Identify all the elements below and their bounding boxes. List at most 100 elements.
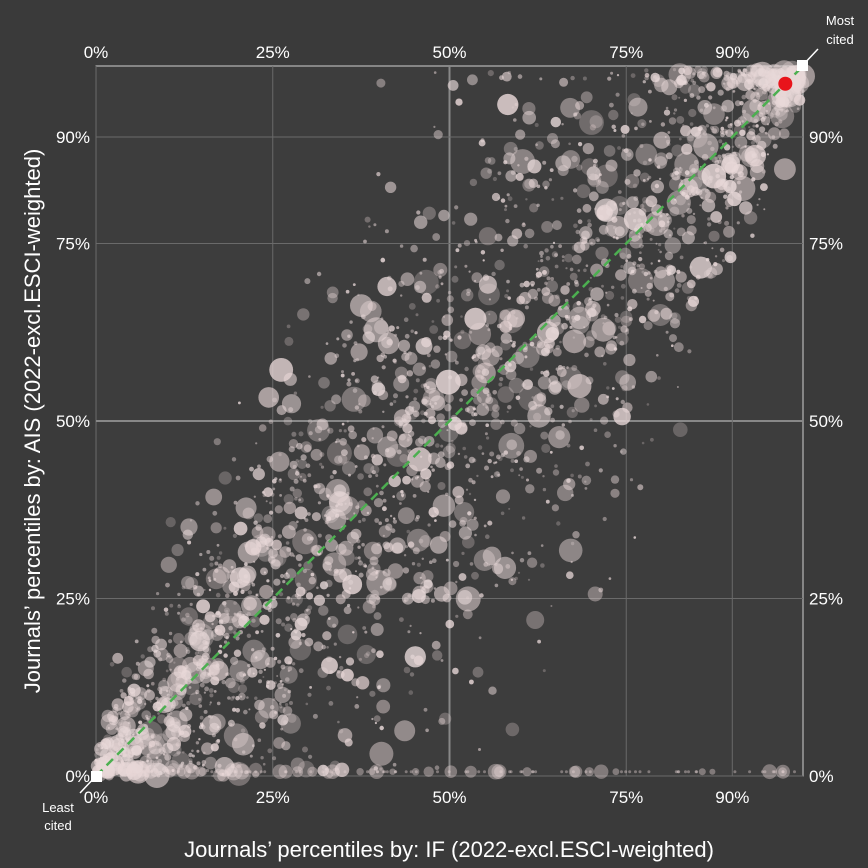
data-point <box>187 768 193 773</box>
data-point <box>297 497 304 504</box>
data-point <box>341 329 353 341</box>
data-point <box>368 225 371 228</box>
data-point <box>358 572 364 578</box>
data-point <box>475 362 496 384</box>
data-point <box>589 382 592 385</box>
data-point <box>262 762 266 766</box>
data-point <box>689 256 712 279</box>
data-point-zero <box>444 765 458 778</box>
data-point <box>483 524 487 528</box>
data-point <box>725 87 730 92</box>
data-point <box>713 262 718 267</box>
data-point <box>616 74 620 77</box>
data-point <box>554 264 559 269</box>
data-point <box>589 382 592 385</box>
data-point <box>270 646 275 651</box>
data-point <box>717 220 722 225</box>
data-point <box>238 565 257 584</box>
data-point <box>478 275 497 294</box>
data-point <box>362 331 375 344</box>
data-point <box>497 93 519 116</box>
data-point <box>376 172 381 177</box>
data-point <box>402 475 411 485</box>
data-point <box>494 583 499 588</box>
data-point <box>212 614 215 618</box>
data-point <box>613 444 617 448</box>
data-point <box>511 228 523 240</box>
data-point <box>271 539 282 551</box>
data-point <box>676 283 682 288</box>
data-point <box>407 447 432 472</box>
data-point <box>480 250 486 255</box>
data-point <box>351 543 354 546</box>
data-point <box>105 722 118 735</box>
data-point <box>515 395 521 401</box>
data-point <box>203 614 219 630</box>
data-point <box>273 681 277 685</box>
data-point <box>202 639 208 645</box>
data-point <box>680 179 683 182</box>
data-point <box>255 593 258 597</box>
data-point <box>320 405 324 409</box>
data-point <box>687 349 692 354</box>
data-point <box>279 665 298 684</box>
data-point <box>655 242 658 245</box>
data-point <box>166 736 181 752</box>
data-point <box>684 194 690 200</box>
data-point <box>189 519 193 522</box>
data-point <box>666 142 671 147</box>
data-point <box>266 680 276 690</box>
data-point <box>151 606 155 611</box>
data-point <box>558 244 562 249</box>
data-point <box>323 514 327 517</box>
data-point <box>372 604 376 609</box>
data-point <box>619 247 632 260</box>
data-point <box>682 124 685 127</box>
data-point <box>117 765 128 776</box>
data-point <box>517 74 523 79</box>
data-point <box>140 691 145 696</box>
data-point <box>568 142 571 146</box>
data-point <box>185 577 199 591</box>
data-point <box>574 282 580 287</box>
data-point <box>354 556 359 560</box>
data-point <box>779 128 790 139</box>
data-point <box>499 357 503 361</box>
data-point <box>511 551 514 555</box>
data-point <box>126 761 131 765</box>
data-point <box>144 689 155 701</box>
data-point <box>185 647 190 652</box>
data-point <box>371 543 383 555</box>
data-point <box>525 484 535 494</box>
data-point <box>693 133 719 159</box>
data-point <box>717 154 722 159</box>
data-point <box>286 547 292 552</box>
data-point <box>638 263 646 270</box>
data-point <box>633 169 641 177</box>
data-point <box>545 327 559 341</box>
data-point <box>681 214 685 218</box>
data-point <box>255 593 258 597</box>
data-point <box>654 156 667 169</box>
data-point <box>671 144 684 157</box>
data-point <box>283 720 288 725</box>
data-point <box>609 196 629 215</box>
data-point <box>396 449 402 455</box>
data-point-zero <box>628 770 632 774</box>
data-point-zero <box>127 770 131 774</box>
data-point <box>766 123 770 126</box>
data-point <box>621 134 626 138</box>
data-point <box>251 648 255 652</box>
data-point <box>728 151 742 164</box>
data-point <box>487 328 491 332</box>
data-point <box>751 177 756 182</box>
data-point <box>375 576 378 579</box>
data-point <box>389 402 394 406</box>
data-point-zero <box>329 770 333 774</box>
data-point <box>673 342 684 353</box>
data-point <box>357 473 364 480</box>
data-point <box>653 131 671 149</box>
data-point <box>543 370 550 377</box>
data-point <box>258 679 262 684</box>
data-point <box>153 649 158 654</box>
